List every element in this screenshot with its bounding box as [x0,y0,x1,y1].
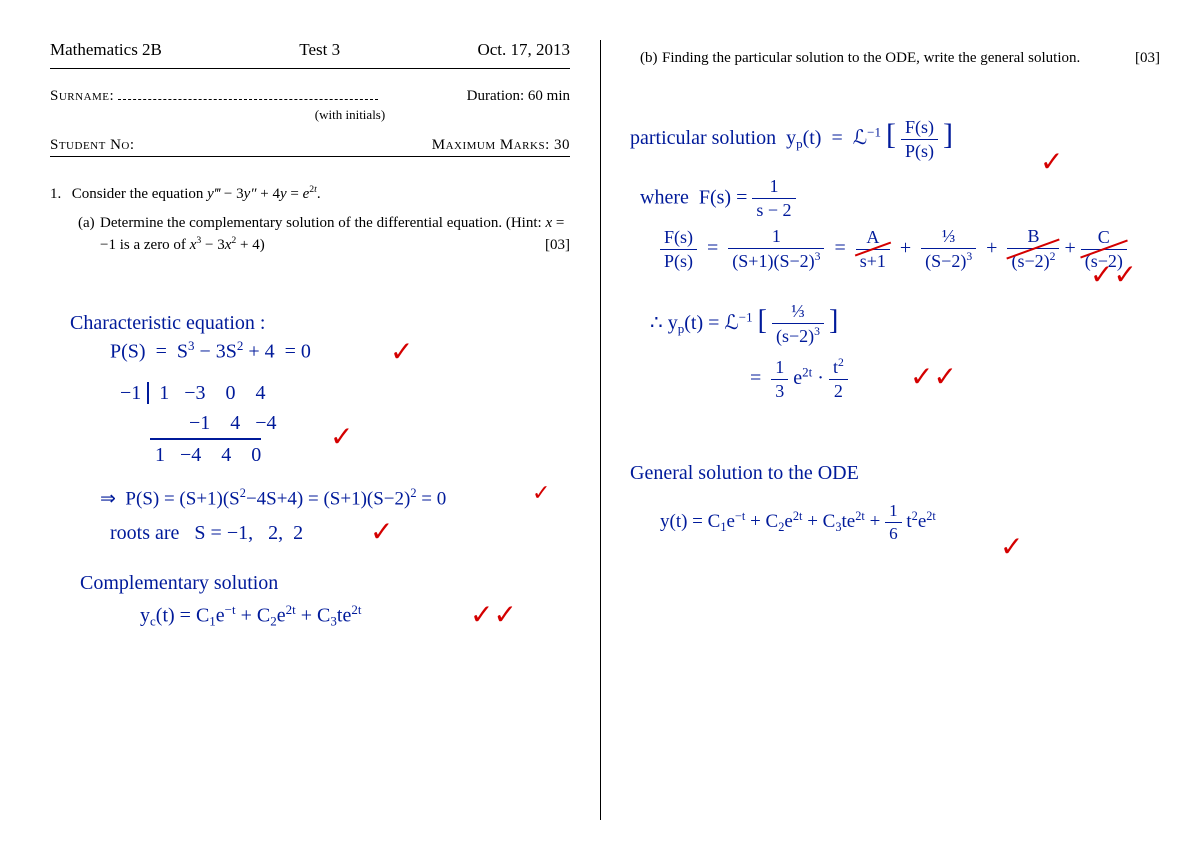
course-title: Mathematics 2B [50,40,162,60]
tick-4: ✓✓ [470,598,517,632]
q1b-marks: [03] [1135,50,1160,67]
left-column: Mathematics 2B Test 3 Oct. 17, 2013 Surn… [0,0,600,848]
initials-note: (with initials) [130,107,570,123]
hw-comp-title: Complementary solution [80,570,278,596]
info-block: Surname: Duration: 60 min (with initials… [50,87,570,157]
hw-FP: F(s)P(s) = 1(S+1)(S−2)3 = As+1 + ⅓(S−2)3… [660,225,1127,274]
tick-6: ✓✓ [1090,258,1137,292]
hw-yp-result: = 13 e2t · t22 [750,355,848,404]
test-date: Oct. 17, 2013 [477,40,570,60]
hw-char-eq: Characteristic equation : [70,310,265,336]
right-column: (b) Finding the particular solution to t… [600,0,1200,848]
tick-3: ✓ [370,515,393,549]
hw-F: where F(s) = 1s − 2 [640,175,796,223]
q1-stem: Consider the equation y‴ − 3y″ + 4y = e2… [72,186,321,202]
hw-yp-inv: ∴ yp(t) = ℒ−1 [ ⅓(s−2)3 ] [650,300,838,349]
surname-line [118,87,378,100]
header-row: Mathematics 2B Test 3 Oct. 17, 2013 [50,40,570,69]
hw-yc: yc(t) = C1e−t + C2e2t + C3te2t [140,602,361,631]
hw-roots: roots are S = −1, 2, 2 [110,520,303,546]
q1a: (a) Determine the complementary solution… [78,212,570,257]
studentno-row: Student No: Maximum Marks: 30 [50,137,570,157]
q1b: (b) Finding the particular solution to t… [640,50,1160,67]
surname-label: Surname: [50,88,114,104]
tick-2b: ✓ [532,480,550,506]
hw-synth-mid: −1 4 −4 [174,410,277,436]
hw-gen-title: General solution to the ODE [630,460,859,486]
question-1: 1. Consider the equation y‴ − 3y″ + 4y =… [50,183,570,257]
tick-5: ✓ [1040,145,1063,179]
hw-factor: ⇒ P(S) = (S+1)(S2−4S+4) = (S+1)(S−2)2 = … [100,485,446,512]
q1a-label: (a) [78,212,100,257]
duration: Duration: 60 min [467,88,570,105]
page: Mathematics 2B Test 3 Oct. 17, 2013 Surn… [0,0,1200,848]
hw-gen: y(t) = C1e−t + C2e2t + C3te2t + 16 t2e2t [660,500,936,545]
tick-1: ✓ [390,335,413,369]
surname-row: Surname: Duration: 60 min [50,87,570,105]
tick-2: ✓ [330,420,353,454]
hw-part-def: particular solution yp(t) = ℒ−1 [ F(s)P(… [630,115,953,163]
hw-poly: P(S) = S3 − 3S2 + 4 = 0 [110,338,311,365]
studentno-label: Student No: [50,137,135,154]
hw-synth: −1 1 −3 0 4 [120,380,266,406]
q1-number: 1. [50,183,68,206]
max-marks: Maximum Marks: 30 [432,137,570,154]
tick-7: ✓✓ [910,360,957,394]
hw-synth-bot: 1 −4 4 0 [150,438,261,468]
tick-8: ✓ [1000,530,1023,564]
q1a-marks: [03] [545,234,570,257]
q1b-text: Finding the particular solution to the O… [662,50,1160,67]
q1b-label: (b) [640,50,662,67]
test-label: Test 3 [299,40,340,60]
q1a-text: Determine the complementary solution of … [100,212,570,257]
